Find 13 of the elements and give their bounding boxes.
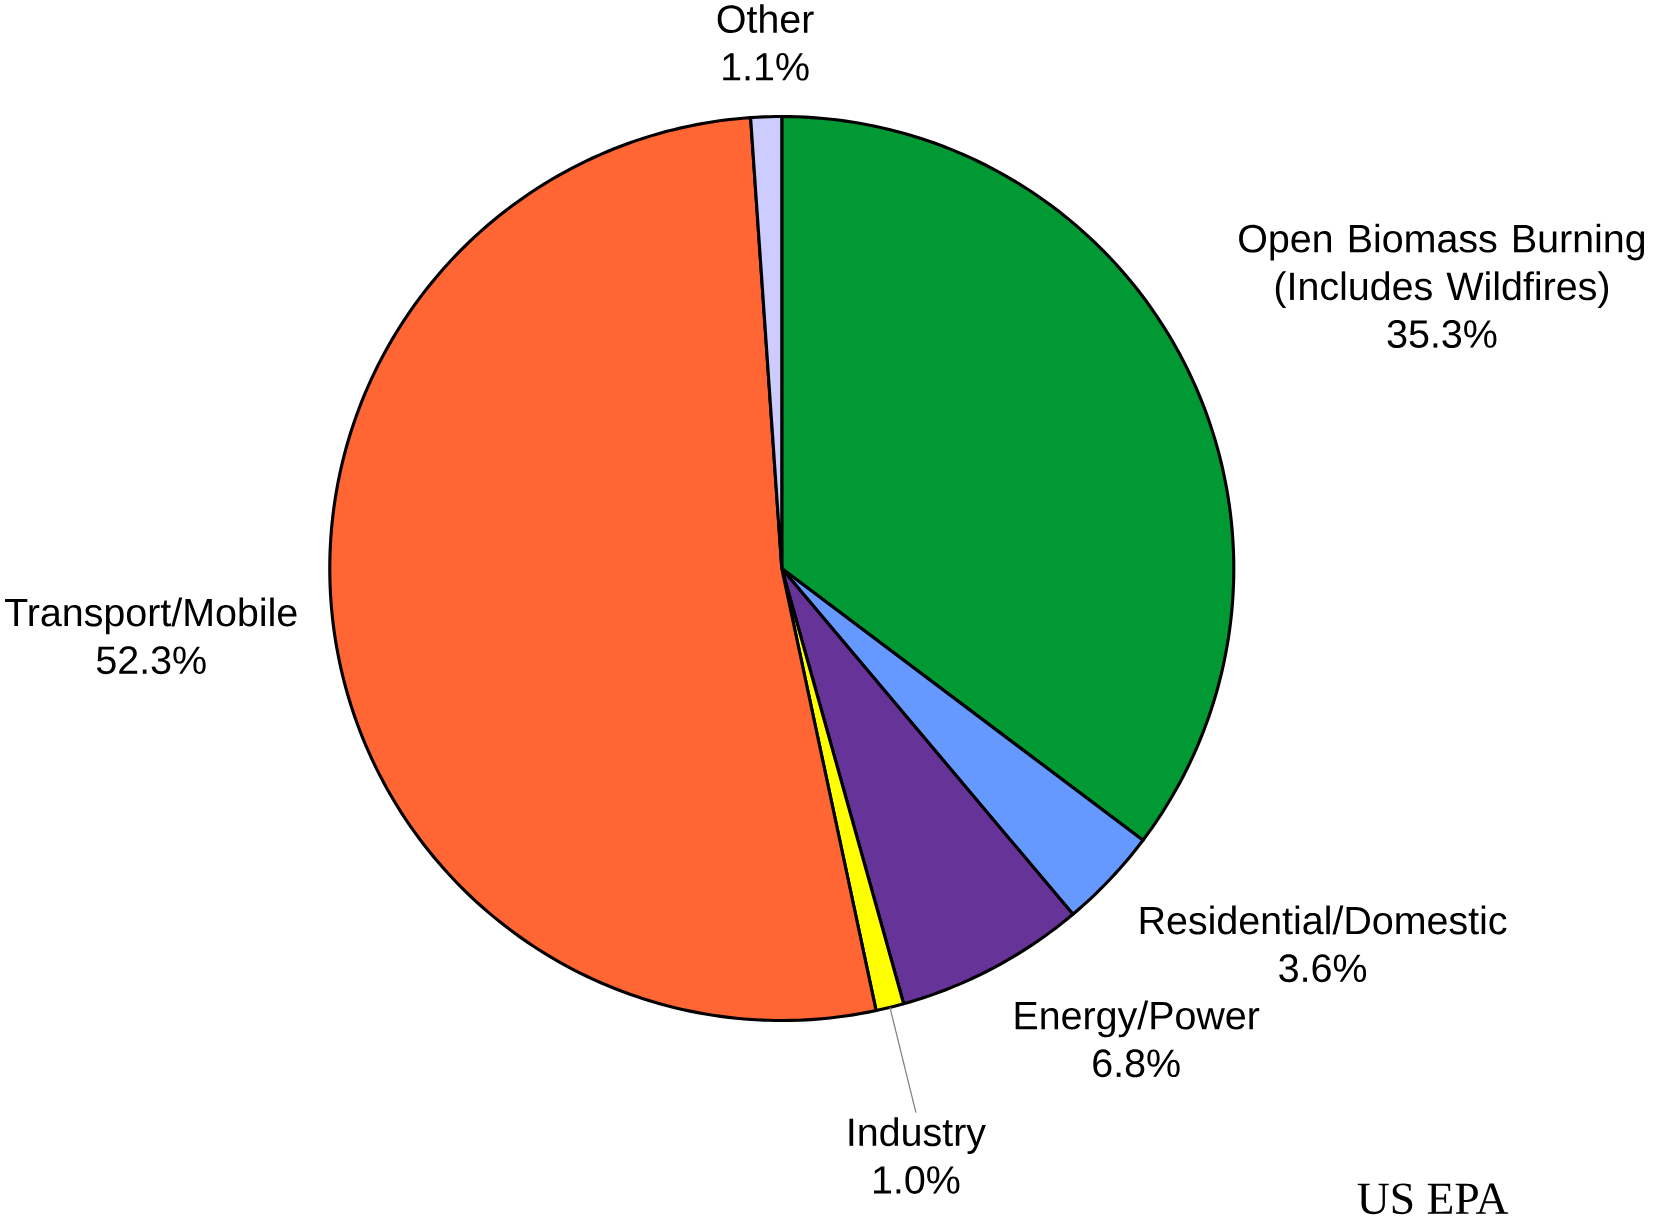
data-label: 1.0%	[874, 1165, 960, 1194]
slice-label: Residential/Domestic	[1140, 905, 1507, 935]
data-label: 52.3%	[96, 646, 206, 675]
text: US EPA	[1357, 1183, 1509, 1215]
slice-label: Industry	[849, 1117, 986, 1154]
data-label: 3.6%	[1279, 954, 1367, 983]
data-label: 1.1%	[723, 53, 809, 81]
slice-label: Open Biomass Burning (Includes Wildfires)	[1239, 223, 1645, 309]
data-label: 35.3%	[1387, 320, 1497, 348]
data-label: 6.8%	[1093, 1049, 1180, 1078]
slice-label: Transport/Mobile	[5, 597, 297, 635]
slice-label: Other	[717, 4, 814, 34]
slice-label: Energy/Power	[1015, 1000, 1260, 1038]
